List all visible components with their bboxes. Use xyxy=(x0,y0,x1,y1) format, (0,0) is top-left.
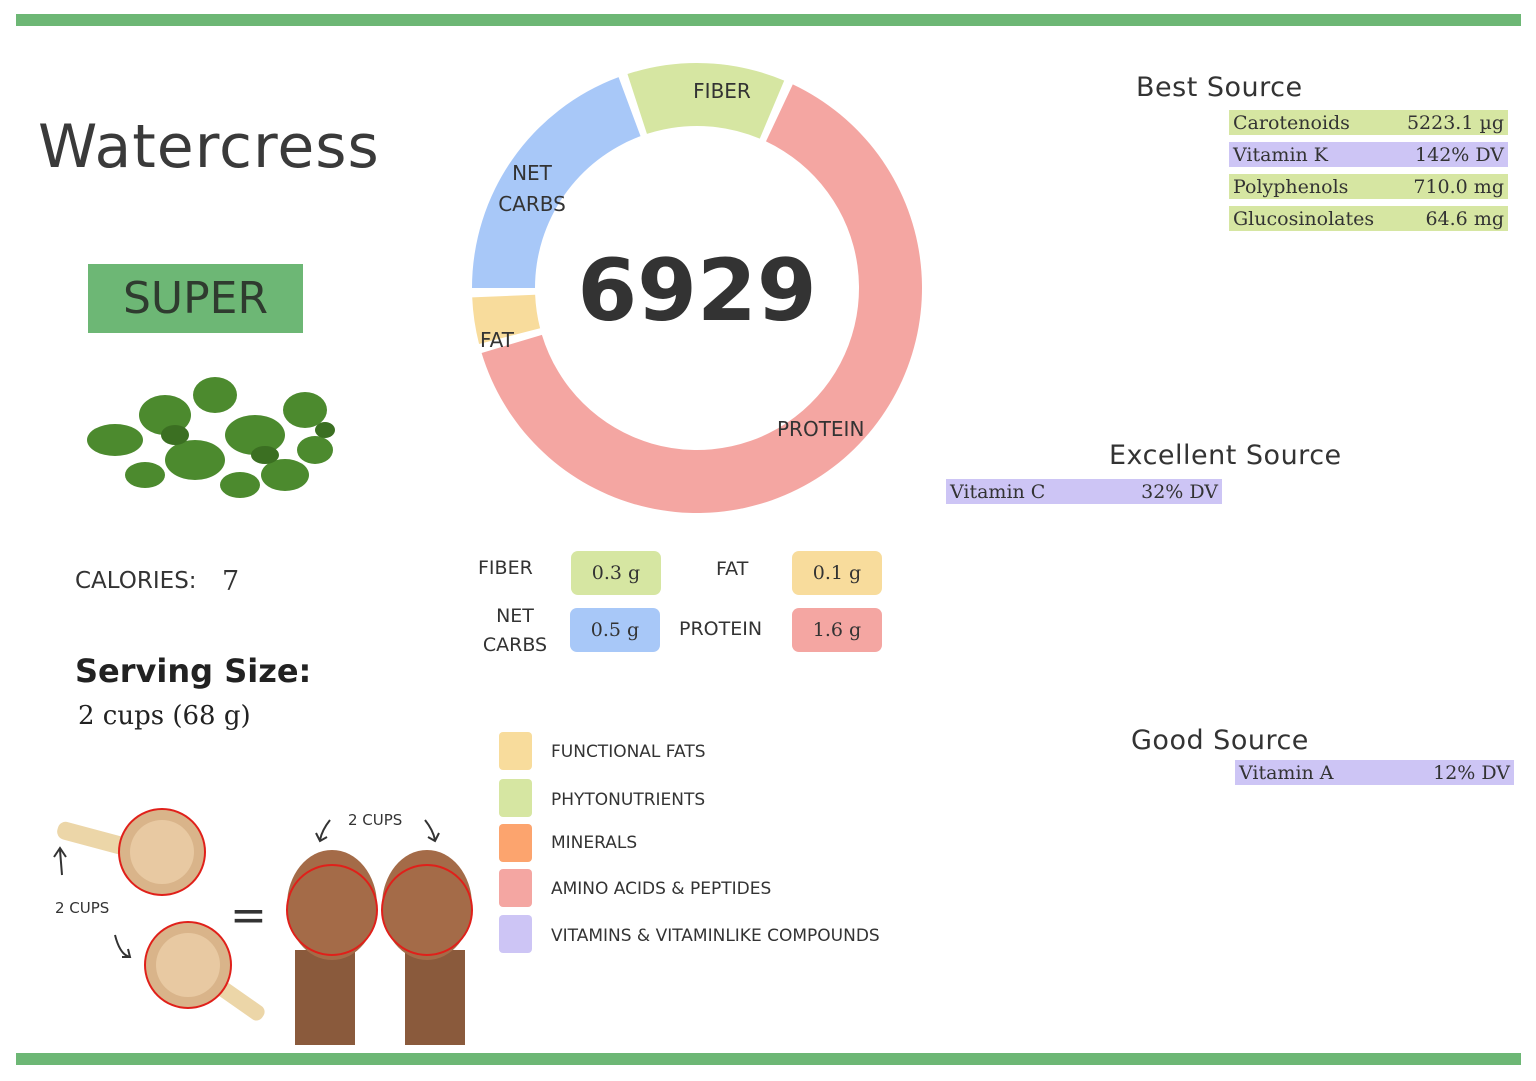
nutrient-value: 12% DV xyxy=(1433,761,1510,784)
calories-value: 7 xyxy=(222,566,240,597)
top-border xyxy=(16,14,1521,26)
macro-label-fat: FAT xyxy=(716,558,749,580)
nutrient-name: Vitamin C xyxy=(950,480,1046,503)
fist-icon xyxy=(381,850,473,1045)
arrow-up-icon xyxy=(53,846,67,876)
legend-label-phytonutrients: PHYTONUTRIENTS xyxy=(551,790,706,810)
best-source-heading: Best Source xyxy=(1136,72,1303,103)
donut-center-value: 6929 xyxy=(577,241,816,341)
macro-value-protein: 1.6 g xyxy=(792,608,882,652)
excellent-source-heading: Excellent Source xyxy=(1109,440,1342,471)
donut-segment-fiber xyxy=(627,62,785,139)
legend-swatch-phytonutrients xyxy=(499,779,532,817)
food-title: Watercress xyxy=(38,112,380,182)
macro-value-net-carbs: 0.5 g xyxy=(570,608,660,652)
nutrient-name: Vitamin K xyxy=(1233,143,1328,166)
legend-swatch-vitamins xyxy=(499,915,532,953)
bottom-border xyxy=(16,1053,1521,1065)
donut-label-net-carbs: NET CARBS xyxy=(498,161,566,216)
cups-label-left: 2 CUPS xyxy=(55,899,109,917)
macro-label-net-carbs: NET CARBS xyxy=(480,602,550,660)
nutrient-name: Polyphenols xyxy=(1233,175,1349,198)
cups-label-top: 2 CUPS xyxy=(348,811,402,829)
good-source-heading: Good Source xyxy=(1131,725,1309,756)
calories-label: CALORIES: xyxy=(75,568,197,594)
serving-size-label: Serving Size: xyxy=(75,652,312,690)
donut-segment-net-carbs xyxy=(472,77,641,288)
legend-label-amino-acids: AMINO ACIDS & PEPTIDES xyxy=(551,879,772,899)
nutrient-value: 142% DV xyxy=(1415,143,1504,166)
legend-swatch-amino-acids xyxy=(499,869,532,907)
serving-illustration: 2 CUPS = 2 CUPS xyxy=(53,808,473,1045)
arrow-down-icon xyxy=(114,934,132,958)
nutrient-name: Carotenoids xyxy=(1233,111,1350,134)
donut-segment-fat xyxy=(472,294,541,344)
nutrient-row: Vitamin A 12% DV xyxy=(1235,760,1514,785)
macro-label-fiber: FIBER xyxy=(478,557,533,579)
donut-label-fat: FAT xyxy=(480,328,515,352)
nutrient-name: Vitamin A xyxy=(1239,761,1334,784)
nutrient-value: 710.0 mg xyxy=(1413,175,1504,198)
macro-value-fat: 0.1 g xyxy=(792,551,882,595)
nutrient-row: Carotenoids 5223.1 µg xyxy=(1229,110,1508,135)
fist-icon xyxy=(286,850,378,1045)
equals-sign: = xyxy=(230,890,267,941)
nutrient-name: Glucosinolates xyxy=(1233,207,1375,230)
net-carbs-line2: CARBS xyxy=(482,634,548,656)
nutrient-row: Glucosinolates 64.6 mg xyxy=(1229,206,1508,231)
legend-label-minerals: MINERALS xyxy=(551,833,638,853)
legend-label-vitamins: VITAMINS & VITAMINLIKE COMPOUNDS xyxy=(551,926,880,946)
rating-badge: SUPER xyxy=(88,264,303,333)
measuring-cup-icon xyxy=(144,921,265,1021)
legend-swatch-minerals xyxy=(499,824,532,862)
legend-swatch-functional-fats xyxy=(499,732,532,770)
donut-label-fiber: FIBER xyxy=(693,79,751,103)
nutrient-value: 5223.1 µg xyxy=(1406,111,1504,134)
measuring-cup-icon xyxy=(57,808,206,896)
macro-value-fiber: 0.3 g xyxy=(571,551,661,595)
nutrient-row: Vitamin K 142% DV xyxy=(1229,142,1508,167)
donut-segment-protein xyxy=(481,84,922,513)
watercress-image xyxy=(87,377,335,498)
nutrient-value: 32% DV xyxy=(1141,480,1218,503)
nutrient-row: Vitamin C 32% DV xyxy=(946,479,1222,504)
net-carbs-line1: NET xyxy=(496,605,534,627)
macro-label-protein: PROTEIN xyxy=(679,618,763,640)
legend-label-functional-fats: FUNCTIONAL FATS xyxy=(551,742,706,762)
serving-size-value: 2 cups (68 g) xyxy=(78,701,251,731)
nutrient-row: Polyphenols 710.0 mg xyxy=(1229,174,1508,199)
donut-label-protein: PROTEIN xyxy=(777,417,864,441)
macro-donut-chart: 6929 FIBER NET CARBS FAT PROTEIN xyxy=(472,62,922,513)
nutrient-value: 64.6 mg xyxy=(1425,207,1504,230)
